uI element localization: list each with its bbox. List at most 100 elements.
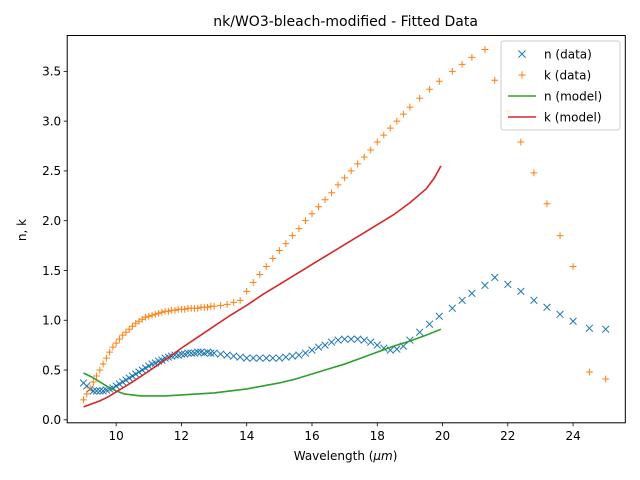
data-point (416, 94, 424, 102)
data-point (122, 376, 130, 384)
data-point (164, 307, 172, 315)
legend-label: n (data) (544, 47, 592, 61)
legend-label: n (model) (544, 89, 602, 103)
data-point (151, 310, 159, 318)
data-point (187, 349, 195, 357)
data-point (556, 232, 564, 240)
data-point (204, 303, 211, 311)
data-point (138, 366, 147, 374)
data-point (340, 335, 349, 343)
data-point (415, 328, 424, 336)
data-point (393, 117, 401, 125)
data-point (269, 354, 277, 362)
legend: n (data) k (data) n (model) k (model) (500, 40, 621, 131)
data-point (80, 396, 87, 404)
data-point (504, 280, 512, 289)
data-point (321, 341, 329, 349)
data-point (145, 362, 153, 370)
x-tick-label: 10 (109, 429, 124, 443)
data-point (83, 390, 91, 398)
data-point (262, 354, 271, 362)
data-point (275, 247, 283, 254)
data-point (517, 138, 525, 146)
x-tick-label: 18 (370, 429, 385, 443)
data-point (171, 306, 179, 314)
x-tick-label: 22 (500, 429, 515, 443)
data-point (96, 387, 104, 395)
x-tick-label: 12 (174, 429, 189, 443)
legend-entry: k (model) (508, 110, 602, 124)
y-tick-label: 1.5 (42, 264, 61, 278)
x-tick-label: 24 (565, 429, 580, 443)
y-tick-label: 3.0 (42, 114, 61, 128)
data-point (347, 335, 355, 343)
data-point (321, 196, 329, 204)
data-point (230, 298, 238, 306)
data-point (543, 303, 551, 312)
series-2 (83, 328, 442, 397)
data-point (458, 296, 466, 305)
data-point (282, 240, 290, 247)
data-point (194, 304, 202, 312)
x-axis: 10 12 14 16 18 20 22 24 (109, 422, 581, 443)
data-point (249, 279, 257, 286)
data-point (109, 343, 117, 351)
data-point (468, 54, 476, 61)
data-point (490, 273, 499, 282)
data-point (360, 336, 368, 344)
data-point (256, 271, 264, 278)
y-tick-label: 0.5 (42, 363, 61, 377)
data-point (142, 313, 149, 321)
data-point (530, 169, 538, 177)
data-point (468, 289, 476, 298)
y-tick-label: 2.5 (42, 164, 61, 178)
series-line (83, 328, 442, 397)
x-axis-label: Wavelength (μm) (294, 449, 398, 463)
y-axis: 0.0 0.5 1.0 1.5 2.0 2.5 3.0 3.5 (42, 65, 68, 427)
data-point (256, 354, 264, 362)
data-point (158, 356, 166, 364)
legend-label: k (data) (544, 68, 591, 82)
data-point (328, 189, 335, 197)
data-point (210, 302, 218, 310)
data-point (308, 210, 316, 218)
data-point (262, 263, 270, 270)
data-point (347, 167, 355, 175)
data-point (116, 335, 123, 343)
data-point (119, 331, 127, 339)
data-point (426, 85, 433, 93)
data-point (373, 341, 382, 349)
x-tick-label: 14 (239, 429, 254, 443)
data-point (406, 103, 414, 111)
legend-swatch (518, 71, 526, 79)
data-point (302, 217, 309, 225)
data-point (158, 308, 166, 316)
data-point (308, 346, 316, 354)
data-point (354, 160, 362, 168)
data-point (315, 203, 322, 211)
data-point (282, 353, 290, 361)
data-point (112, 382, 120, 390)
data-point (89, 387, 98, 395)
data-point (327, 338, 336, 346)
y-tick-label: 0.0 (42, 413, 61, 427)
series-line (83, 165, 442, 408)
data-point (193, 348, 202, 356)
data-point (295, 351, 303, 359)
data-point (217, 301, 224, 309)
legend-swatch (518, 50, 526, 58)
data-point (125, 325, 133, 333)
data-point (491, 76, 499, 84)
x-tick-label: 16 (304, 429, 319, 443)
data-point (177, 350, 186, 358)
data-point (92, 387, 101, 395)
plot-area (79, 46, 610, 408)
legend-entry: n (data) (518, 47, 592, 61)
data-point (145, 312, 153, 320)
series-0 (79, 273, 610, 395)
data-point (129, 322, 136, 330)
data-point (141, 364, 150, 372)
data-point (543, 200, 551, 208)
data-point (223, 300, 231, 308)
data-point (334, 181, 342, 189)
